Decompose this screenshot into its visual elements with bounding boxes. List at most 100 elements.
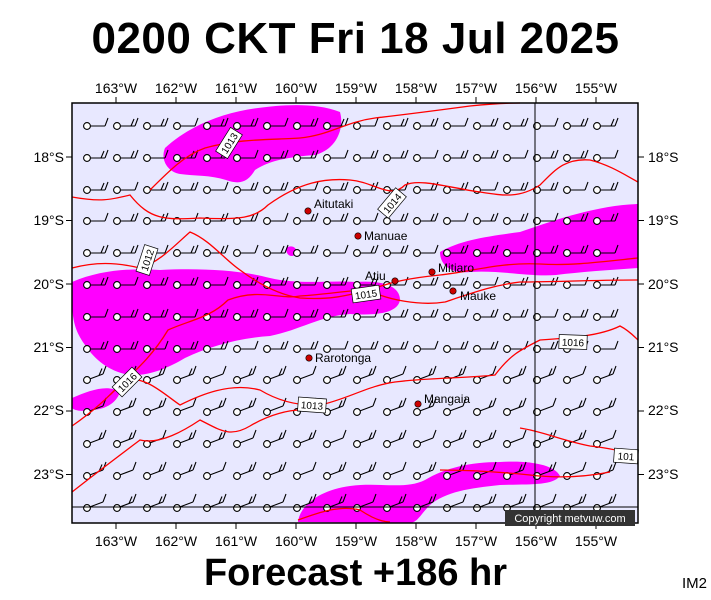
wind-barb — [83, 212, 109, 225]
wind-barb — [353, 308, 379, 321]
svg-text:1013: 1013 — [300, 400, 323, 413]
lat-label-left: 22°S — [33, 402, 64, 418]
wind-barb — [503, 429, 527, 448]
wind-barb — [563, 117, 589, 130]
wind-barb — [563, 212, 589, 225]
wind-barb — [443, 429, 467, 448]
wind-barb — [83, 340, 109, 353]
wind-barb — [563, 365, 587, 384]
island-aitutaki: Aitutaki — [304, 197, 353, 215]
svg-text:Rarotonga: Rarotonga — [315, 351, 371, 365]
wind-barb — [503, 181, 529, 194]
wind-barb — [443, 181, 469, 194]
wind-barb — [413, 340, 439, 353]
wind-barb — [233, 493, 257, 512]
wind-barb — [173, 244, 199, 257]
wind-barb — [563, 308, 589, 321]
svg-text:1016: 1016 — [562, 338, 585, 350]
wind-barb — [323, 149, 349, 162]
lat-label-right: 21°S — [648, 339, 679, 355]
wind-barb — [353, 117, 379, 130]
island-mauke: Mauke — [449, 287, 496, 303]
lat-label-left: 20°S — [33, 276, 64, 292]
rain-area-south — [298, 461, 560, 523]
wind-barb — [143, 149, 169, 162]
wind-barb — [233, 340, 259, 353]
lat-label-left: 18°S — [33, 149, 64, 165]
isobar-1013-north — [149, 102, 521, 191]
lon-label-bottom: 156°W — [515, 533, 558, 549]
wind-barb — [353, 212, 379, 225]
wind-barb — [563, 461, 587, 480]
wind-barb — [533, 244, 559, 257]
wind-barb — [233, 429, 257, 448]
wind-barb — [233, 181, 259, 194]
wind-barb — [383, 365, 407, 384]
wind-barb — [203, 212, 229, 225]
wind-barb — [473, 340, 499, 353]
isobar-label-1016-east: 1016 — [558, 334, 588, 350]
wind-barb — [383, 149, 409, 162]
wind-barb — [233, 244, 259, 257]
wind-barb — [413, 429, 437, 448]
wind-barb — [203, 117, 229, 130]
wind-barb — [143, 493, 167, 512]
lon-label-top: 161°W — [215, 80, 258, 96]
wind-barb — [263, 461, 287, 480]
lat-label-right: 23°S — [648, 466, 679, 482]
wind-barb — [593, 308, 619, 321]
wind-barb — [443, 461, 467, 480]
wind-barb — [263, 429, 287, 448]
wind-barb — [293, 365, 317, 384]
wind-barb — [233, 149, 259, 162]
lon-label-top: 159°W — [335, 80, 378, 96]
svg-text:Manuae: Manuae — [364, 229, 408, 243]
wind-barb — [413, 461, 437, 480]
wind-barb — [263, 493, 287, 512]
wind-barb — [413, 276, 439, 289]
wind-barb — [233, 397, 257, 416]
wind-barb — [473, 429, 497, 448]
lat-label-left: 23°S — [33, 466, 64, 482]
wind-barb — [563, 181, 589, 194]
lon-label-bottom: 163°W — [95, 533, 138, 549]
wind-barb — [563, 429, 587, 448]
wind-barb — [383, 397, 407, 416]
lon-label-bottom: 161°W — [215, 533, 258, 549]
lon-label-bottom: 160°W — [275, 533, 318, 549]
wind-barb — [83, 181, 109, 194]
wind-barb — [203, 276, 229, 289]
wind-barb — [83, 117, 109, 130]
isobar-label-101: 101 — [613, 447, 639, 465]
wind-barb — [173, 276, 199, 289]
wind-barb — [443, 212, 469, 225]
wind-barb — [263, 397, 287, 416]
lat-label-left: 19°S — [33, 212, 64, 228]
wind-barb — [503, 397, 527, 416]
svg-text:Mangaia: Mangaia — [424, 392, 470, 406]
wind-barb — [413, 244, 439, 257]
wind-barbs — [83, 117, 619, 512]
wind-barb — [83, 244, 109, 257]
wind-barb — [353, 340, 379, 353]
wind-barb — [83, 365, 107, 384]
wind-barb — [233, 461, 257, 480]
lon-label-top: 157°W — [455, 80, 498, 96]
wind-barb — [263, 244, 289, 257]
isobar-1017 — [71, 409, 301, 493]
wind-barb — [263, 365, 287, 384]
wind-barb — [473, 308, 499, 321]
wind-barb — [203, 181, 229, 194]
svg-text:Mauke: Mauke — [460, 289, 496, 303]
wind-barb — [443, 340, 469, 353]
wind-barb — [563, 149, 589, 162]
island-atiu: Atiu — [365, 269, 399, 285]
wind-barb — [113, 340, 139, 353]
rain-area-southwest — [72, 388, 120, 411]
wind-barb — [143, 308, 169, 321]
wind-barb — [113, 276, 139, 289]
wind-barb — [203, 397, 227, 416]
wind-barb — [413, 212, 439, 225]
wind-barb — [353, 244, 379, 257]
